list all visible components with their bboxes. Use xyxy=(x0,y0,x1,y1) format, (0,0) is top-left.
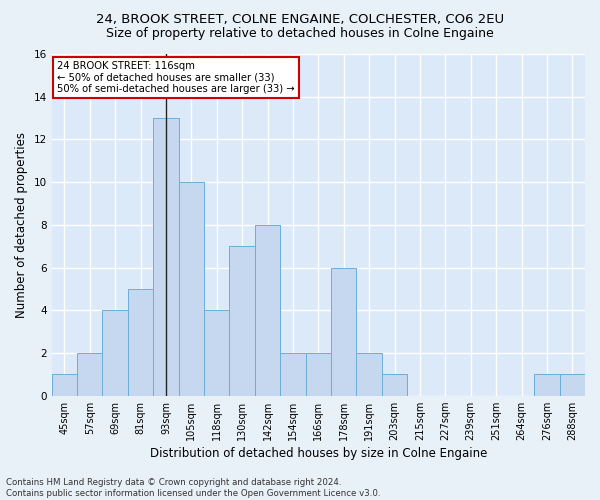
Bar xyxy=(305,353,331,396)
X-axis label: Distribution of detached houses by size in Colne Engaine: Distribution of detached houses by size … xyxy=(149,447,487,460)
Y-axis label: Number of detached properties: Number of detached properties xyxy=(15,132,28,318)
Bar xyxy=(103,310,128,396)
Bar xyxy=(128,289,153,396)
Text: Contains HM Land Registry data © Crown copyright and database right 2024.
Contai: Contains HM Land Registry data © Crown c… xyxy=(6,478,380,498)
Text: 24, BROOK STREET, COLNE ENGAINE, COLCHESTER, CO6 2EU: 24, BROOK STREET, COLNE ENGAINE, COLCHES… xyxy=(96,12,504,26)
Bar xyxy=(179,182,204,396)
Bar xyxy=(255,225,280,396)
Bar xyxy=(229,246,255,396)
Bar xyxy=(153,118,179,396)
Text: 24 BROOK STREET: 116sqm
← 50% of detached houses are smaller (33)
50% of semi-de: 24 BROOK STREET: 116sqm ← 50% of detache… xyxy=(57,61,295,94)
Bar xyxy=(77,353,103,396)
Bar xyxy=(204,310,229,396)
Bar xyxy=(280,353,305,396)
Bar xyxy=(331,268,356,396)
Bar xyxy=(52,374,77,396)
Bar xyxy=(560,374,585,396)
Bar xyxy=(382,374,407,396)
Bar xyxy=(356,353,382,396)
Text: Size of property relative to detached houses in Colne Engaine: Size of property relative to detached ho… xyxy=(106,28,494,40)
Bar xyxy=(534,374,560,396)
